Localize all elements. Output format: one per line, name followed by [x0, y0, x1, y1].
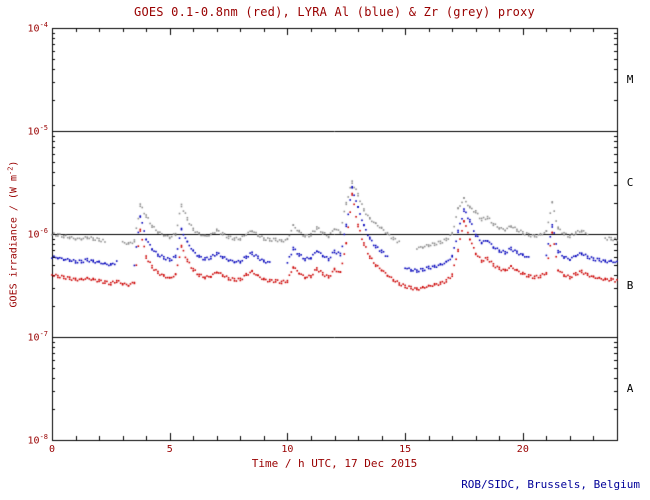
x-tick-label: 20 — [516, 444, 529, 455]
y-tick-label: 10-5 — [27, 124, 48, 138]
y-axis-label-prefix: GOES irradiance / (W m — [8, 175, 20, 308]
x-tick-label: 10 — [281, 444, 294, 455]
flare-class-label: C — [626, 175, 634, 189]
flare-class-label: B — [626, 278, 634, 292]
y-tick-label: 10-4 — [27, 21, 48, 35]
credit-text: ROB/SIDC, Brussels, Belgium — [461, 478, 640, 491]
x-tick-label: 0 — [48, 444, 56, 455]
y-axis-label-exponent: -2 — [6, 166, 15, 176]
x-tick-label: 5 — [166, 444, 173, 455]
flare-class-label: A — [626, 381, 634, 395]
x-axis-label: Time / h UTC, 17 Dec 2015 — [251, 457, 418, 470]
chart-title: GOES 0.1-0.8nm (red), LYRA Al (blue) & Z… — [134, 5, 535, 19]
y-tick-label: 10-6 — [27, 227, 48, 241]
y-axis-label-suffix: ) — [8, 160, 20, 167]
y-tick-label: 10-8 — [27, 433, 48, 447]
flare-class-label: M — [626, 72, 634, 86]
y-tick-label: 10-7 — [27, 330, 48, 344]
x-tick-label: 15 — [399, 444, 412, 455]
